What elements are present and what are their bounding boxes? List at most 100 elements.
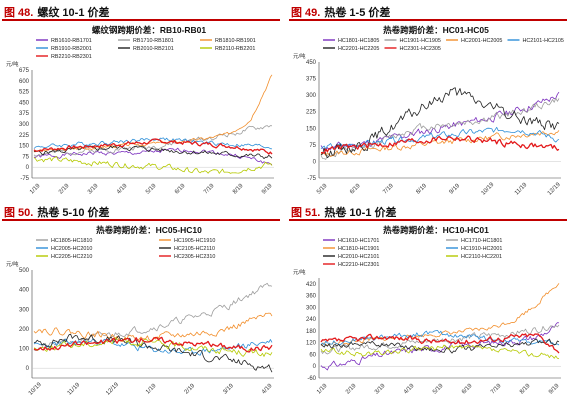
y-tick-label: 360	[306, 294, 317, 300]
legend-label: HC1810-HC1901	[338, 246, 379, 252]
y-tick-label: 240	[306, 317, 317, 323]
legend-label: RB1610-RB1701	[51, 38, 92, 44]
panel-fig48: 图 48. 螺纹 10-1 价差 螺纹钢跨期价差：RB10-RB01 元/吨 RB16…	[0, 0, 286, 200]
figure-name: 螺纹 10-1 价差	[37, 7, 110, 19]
series-line	[33, 156, 273, 174]
x-tick-label: 10/19	[481, 181, 496, 196]
x-tick-label: 5/19	[145, 183, 158, 196]
series-line	[320, 87, 560, 159]
y-tick-label: 675	[19, 68, 30, 74]
figure-number: 图 48.	[4, 7, 34, 19]
series-line	[321, 135, 560, 154]
y-tick-label: 600	[19, 79, 30, 85]
y-tick-label: 150	[19, 144, 30, 150]
chart-title: 热卷跨期价差：HC10-HC01	[383, 225, 489, 235]
x-tick-label: 11/19	[67, 382, 82, 397]
y-tick-label: 225	[19, 133, 30, 139]
series-line	[33, 147, 273, 165]
y-tick-label: 300	[19, 122, 30, 128]
y-tick-label: 0	[26, 165, 30, 171]
chart-hc05-hc10: 热卷跨期价差：HC05-HC10 元/吨 HC1805-HC1810 HC1905-H…	[6, 225, 274, 397]
x-tick-label: 1/19	[316, 383, 329, 396]
y-tick-label: -75	[20, 176, 29, 182]
chart-rb10-rb01: 螺纹钢跨期价差：RB10-RB01 元/吨 RB1610-RB1701 RB1710-…	[6, 25, 274, 196]
series-line	[320, 91, 560, 152]
x-tick-label: 9/19	[548, 383, 561, 396]
figure-name: 热卷 10-1 价差	[324, 207, 397, 219]
x-tick-label: 10/19	[28, 381, 43, 396]
x-tick-label: 4/19	[403, 383, 416, 396]
x-tick-label: 2/19	[58, 183, 71, 196]
x-tick-label: 6/19	[174, 183, 187, 196]
x-tick-label: 1/19	[29, 183, 42, 196]
y-tick-label: 200	[19, 327, 30, 333]
y-tick-label: 120	[306, 341, 317, 347]
y-axis-unit: 元/吨	[6, 60, 19, 68]
legend-label: HC2005-HC2010	[51, 246, 92, 252]
x-tick-label: 12/19	[105, 381, 120, 396]
chart-hc01-hc05: 热卷跨期价差：HC01-HC05 元/吨 HC1801-HC1805 HC1901-H…	[293, 25, 564, 197]
series-line	[320, 338, 560, 354]
x-tick-label: 2/19	[184, 383, 197, 396]
x-tick-label: 6/19	[349, 183, 362, 196]
x-tick-label: 3/19	[374, 383, 387, 396]
y-tick-label: 75	[309, 143, 316, 149]
series-line	[33, 336, 273, 353]
legend-label: HC1901-HC1905	[400, 38, 441, 44]
legend-label: RB1910-RB2001	[51, 46, 92, 52]
figure-number: 图 50.	[4, 207, 34, 219]
y-tick-label: 375	[306, 77, 317, 83]
series-line	[33, 125, 273, 157]
y-tick-label: 525	[19, 90, 30, 96]
y-tick-label: 60	[309, 352, 316, 358]
title-rule	[2, 219, 280, 221]
x-tick-label: 9/19	[261, 183, 274, 196]
x-tick-label: 7/19	[382, 183, 395, 196]
chart-title: 热卷跨期价差：HC01-HC05	[383, 25, 489, 35]
y-tick-label: 400	[19, 288, 30, 294]
series-line	[33, 282, 273, 352]
title-rule	[2, 19, 280, 21]
legend-label: HC1905-HC1910	[174, 238, 215, 244]
legend-label: HC1805-HC1810	[51, 238, 92, 244]
series-line	[320, 126, 560, 150]
y-axis-unit: 元/吨	[6, 260, 19, 268]
x-tick-label: 5/19	[316, 183, 329, 196]
legend-label: HC2301-HC2305	[400, 46, 441, 52]
figure-name: 热卷 5-10 价差	[37, 207, 110, 219]
figure-title: 图 50. 热卷 5-10 价差	[0, 200, 110, 220]
x-tick-label: 12/19	[547, 181, 562, 196]
y-tick-label: 150	[306, 126, 317, 132]
x-tick-label: 11/19	[514, 182, 529, 197]
legend-label: HC2101-HC2105	[523, 38, 564, 44]
legend-label: HC2010-HC2101	[338, 254, 379, 260]
series-line	[33, 144, 273, 160]
x-tick-label: 1/19	[145, 383, 158, 396]
y-tick-label: 450	[306, 60, 317, 66]
x-tick-label: 3/19	[87, 183, 100, 196]
series-line	[33, 334, 273, 373]
series-line	[33, 312, 273, 342]
y-tick-label: 450	[19, 100, 30, 106]
figure-title: 图 49. 热卷 1-5 价差	[287, 0, 390, 20]
series-line	[320, 322, 560, 371]
figure-title: 图 51. 热卷 10-1 价差	[287, 200, 397, 220]
series-line	[320, 333, 560, 354]
legend-label: HC2305-HC2310	[174, 254, 215, 260]
y-tick-label: -60	[307, 376, 316, 382]
y-axis-unit: 元/吨	[293, 268, 306, 276]
legend-label: HC2205-HC2210	[51, 254, 92, 260]
legend-label: RB2110-RB2201	[215, 46, 255, 52]
series-line	[320, 283, 560, 347]
x-tick-label: 2/19	[345, 383, 358, 396]
legend-label: HC1610-HC1701	[338, 238, 379, 244]
y-tick-label: 300	[306, 93, 317, 99]
legend-label: RB2010-RB2101	[133, 46, 174, 52]
panel-fig50: 图 50. 热卷 5-10 价差 热卷跨期价差：HC05-HC10 元/吨 HC180…	[0, 200, 286, 400]
x-tick-label: 5/19	[432, 383, 445, 396]
x-tick-label: 7/19	[490, 383, 503, 396]
title-rule	[289, 19, 567, 21]
legend-label: HC2210-HC2301	[338, 262, 379, 268]
series-line	[320, 130, 560, 158]
chart-title: 螺纹钢跨期价差：RB10-RB01	[92, 25, 207, 35]
